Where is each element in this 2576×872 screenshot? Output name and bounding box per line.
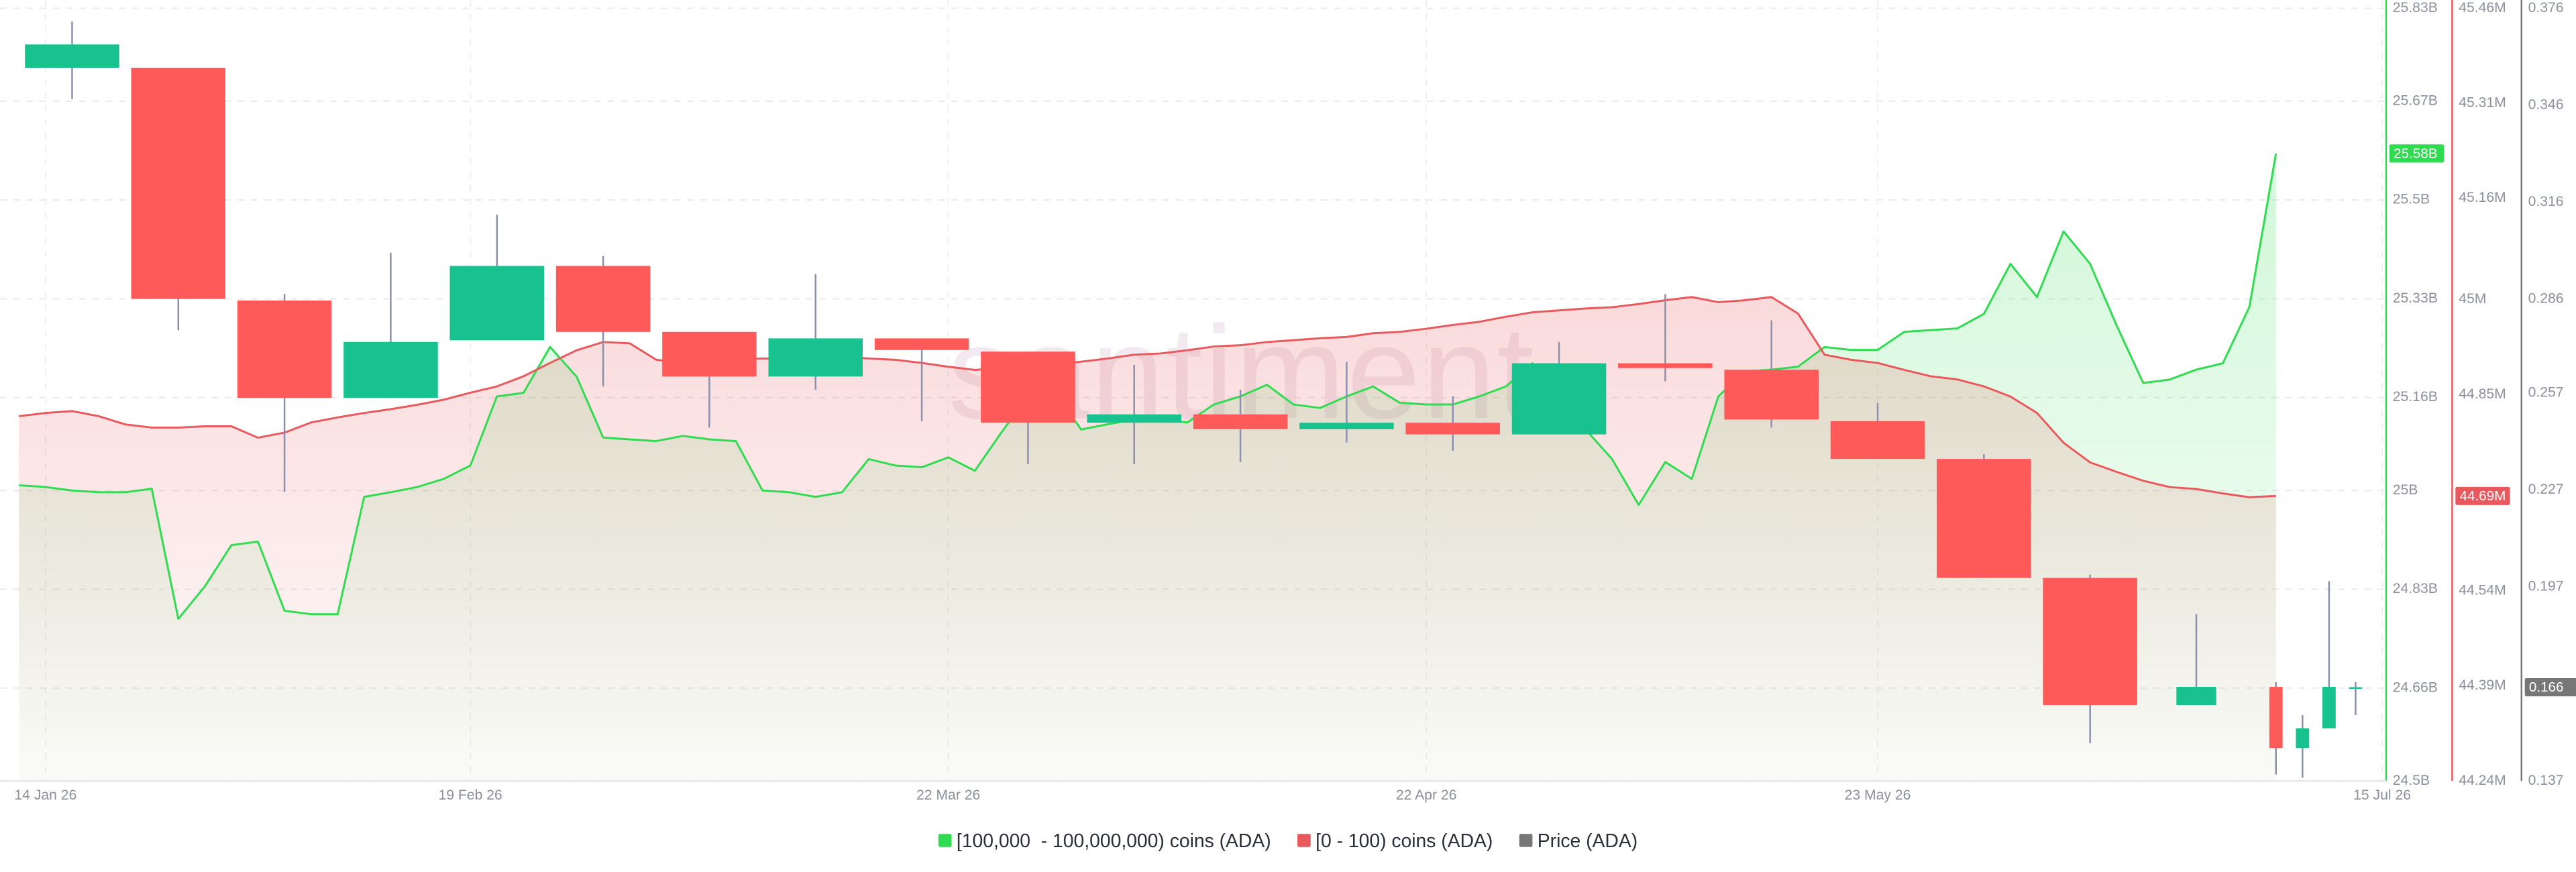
y-tick-label: 25B [2393, 482, 2418, 498]
y-tick-label: 45.16M [2459, 190, 2506, 205]
candle-body [131, 67, 226, 299]
y-tick-label: 0.137 [2528, 773, 2564, 788]
y-tick-label: 24.5B [2393, 773, 2430, 788]
candle-body [2269, 687, 2283, 749]
y-tick-label: 44.54M [2459, 583, 2506, 598]
x-tick-label: 22 Mar 26 [916, 787, 980, 803]
candle-body [25, 44, 119, 68]
plot-area [19, 21, 2363, 781]
legend-label: Price (ADA) [1538, 830, 1638, 851]
candle-body [449, 266, 545, 341]
legend: [100,000 - 100,000,000) coins (ADA) [0 - … [938, 830, 1638, 851]
y-tick-label: 45.46M [2459, 0, 2506, 15]
x-tick-label: 23 May 26 [1845, 787, 1911, 803]
legend-swatch [1519, 834, 1533, 847]
y-tick-label: 25.5B [2393, 192, 2430, 207]
candle-body [555, 266, 651, 332]
value-badge [2389, 144, 2445, 163]
y-tick-label: 25.33B [2393, 290, 2438, 306]
candle-body [1511, 363, 1607, 435]
candle-body [2322, 687, 2336, 728]
candle-body [768, 338, 863, 377]
x-tick-label: 15 Jul 26 [2353, 787, 2411, 803]
candle-body [1299, 423, 1394, 429]
y-tick-label: 44.39M [2459, 677, 2506, 693]
x-tick-label: 22 Apr 26 [1396, 787, 1457, 803]
legend-swatch [938, 834, 952, 847]
candle-body [2176, 687, 2216, 706]
candle-body [1937, 459, 2031, 578]
candle-body [237, 301, 332, 398]
x-tick-label: 19 Feb 26 [439, 787, 502, 803]
candle-body [874, 338, 969, 350]
value-badge [2524, 677, 2576, 697]
y-tick-label: 0.227 [2528, 482, 2564, 497]
candle-body [1193, 414, 1288, 429]
candle-body [662, 331, 757, 377]
y-tick-label: 45M [2459, 291, 2486, 307]
value-badge-label: 25.58B [2394, 146, 2437, 162]
value-badge-label: 44.69M [2459, 488, 2506, 504]
candle-body [2296, 728, 2310, 749]
y-tick-label: 0.346 [2528, 97, 2564, 113]
legend-label: [0 - 100) coins (ADA) [1316, 830, 1493, 851]
y-tick-label: 0.376 [2528, 0, 2564, 15]
y-tick-label: 0.286 [2528, 291, 2564, 307]
y-tick-label: 24.83B [2393, 581, 2438, 596]
y-tick-label: 0.257 [2528, 384, 2564, 400]
y-tick-label: 25.83B [2393, 0, 2438, 15]
candle-body [1724, 370, 1819, 420]
y-tick-label: 44.85M [2459, 386, 2506, 402]
y-tick-label: 25.67B [2393, 93, 2438, 108]
y-tick-label: 24.66B [2393, 679, 2438, 695]
candle-body [981, 351, 1075, 423]
line [19, 296, 2276, 498]
y-tick-label: 44.24M [2459, 773, 2506, 788]
legend-swatch [1297, 834, 1311, 847]
candle-body [1618, 363, 1713, 368]
candle-body [1087, 414, 1181, 423]
value-badge-label: 0.166 [2529, 679, 2564, 695]
y-tick-label: 45.31M [2459, 95, 2506, 111]
candle-body [1405, 423, 1500, 435]
y-tick-label: 0.316 [2528, 194, 2564, 209]
x-tick-label: 14 Jan 26 [14, 787, 76, 803]
axes: 25.83B 25.67B 25.5B 25.33B 25.16B 25B 24.83B 24… [0, 0, 2576, 803]
candle-body [343, 341, 438, 398]
candle-body [2349, 687, 2363, 689]
candle-body [2043, 578, 2137, 706]
candle-body [1830, 421, 1925, 459]
y-tick-label: 0.197 [2528, 579, 2564, 594]
value-badge [2455, 486, 2510, 505]
legend-label: [100,000 - 100,000,000) coins (ADA) [957, 830, 1271, 851]
y-tick-label: 25.16B [2393, 389, 2438, 404]
